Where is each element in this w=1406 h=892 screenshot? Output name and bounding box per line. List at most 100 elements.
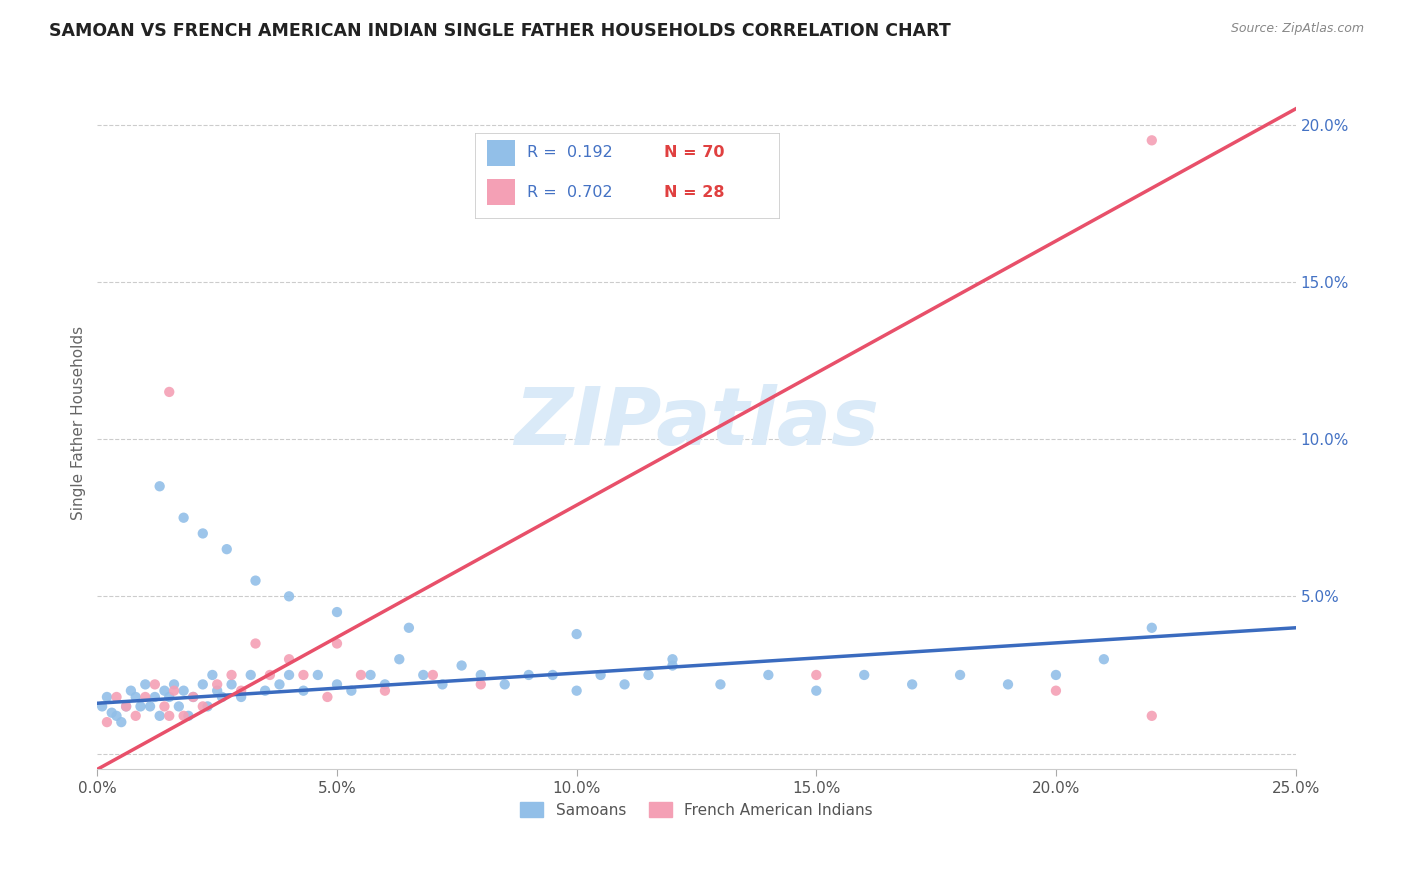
- Point: [125, 690, 148, 704]
- Point: [163, 677, 186, 691]
- Point: [105, 709, 128, 723]
- Point: [221, 677, 243, 691]
- Point: [494, 677, 516, 691]
- Point: [565, 683, 588, 698]
- Point: [326, 605, 349, 619]
- Point: [91, 699, 114, 714]
- Point: [997, 677, 1019, 691]
- Point: [197, 699, 219, 714]
- Point: [278, 668, 301, 682]
- Point: [307, 668, 329, 682]
- Point: [254, 683, 277, 698]
- Point: [181, 690, 204, 704]
- Point: [541, 668, 564, 682]
- Point: [221, 668, 243, 682]
- Point: [115, 699, 138, 714]
- Point: [292, 668, 315, 682]
- Point: [470, 677, 492, 691]
- Point: [1140, 709, 1163, 723]
- Point: [149, 479, 172, 493]
- Point: [231, 683, 253, 698]
- Point: [661, 658, 683, 673]
- Point: [115, 699, 138, 714]
- Point: [1140, 621, 1163, 635]
- Point: [806, 668, 828, 682]
- Point: [589, 668, 612, 682]
- Point: [181, 690, 204, 704]
- Point: [125, 709, 148, 723]
- Y-axis label: Single Father Households: Single Father Households: [72, 326, 86, 520]
- Point: [326, 636, 349, 650]
- Point: [901, 677, 924, 691]
- Point: [412, 668, 434, 682]
- Point: [134, 690, 156, 704]
- Point: [374, 683, 396, 698]
- Point: [1045, 668, 1067, 682]
- Point: [432, 677, 454, 691]
- Point: [231, 690, 253, 704]
- Point: [422, 668, 444, 682]
- Point: [211, 690, 233, 704]
- Point: [450, 658, 472, 673]
- Point: [350, 668, 373, 682]
- Text: Source: ZipAtlas.com: Source: ZipAtlas.com: [1230, 22, 1364, 36]
- Point: [949, 668, 972, 682]
- Point: [110, 715, 132, 730]
- Point: [139, 699, 162, 714]
- Point: [96, 690, 118, 704]
- Point: [129, 699, 152, 714]
- Text: SAMOAN VS FRENCH AMERICAN INDIAN SINGLE FATHER HOUSEHOLDS CORRELATION CHART: SAMOAN VS FRENCH AMERICAN INDIAN SINGLE …: [49, 22, 950, 40]
- Point: [709, 677, 731, 691]
- Point: [153, 699, 176, 714]
- Point: [613, 677, 636, 691]
- Point: [259, 668, 281, 682]
- Point: [143, 677, 166, 691]
- Point: [1092, 652, 1115, 666]
- Point: [340, 683, 363, 698]
- Point: [134, 677, 156, 691]
- Point: [1140, 133, 1163, 147]
- Point: [177, 709, 200, 723]
- Point: [661, 652, 683, 666]
- Point: [205, 677, 228, 691]
- Point: [173, 709, 195, 723]
- Point: [292, 683, 315, 698]
- Point: [1045, 683, 1067, 698]
- Point: [388, 652, 411, 666]
- Point: [149, 709, 172, 723]
- Point: [360, 668, 382, 682]
- Point: [374, 677, 396, 691]
- Point: [637, 668, 659, 682]
- Point: [143, 690, 166, 704]
- Point: [191, 699, 214, 714]
- Point: [163, 683, 186, 698]
- Point: [326, 677, 349, 691]
- Point: [245, 574, 267, 588]
- Point: [806, 683, 828, 698]
- Point: [201, 668, 224, 682]
- Point: [278, 652, 301, 666]
- Point: [245, 636, 267, 650]
- Point: [565, 627, 588, 641]
- Point: [278, 590, 301, 604]
- Point: [153, 683, 176, 698]
- Point: [173, 683, 195, 698]
- Point: [191, 526, 214, 541]
- Point: [167, 699, 190, 714]
- Point: [157, 384, 180, 399]
- Point: [215, 542, 238, 557]
- Point: [120, 683, 142, 698]
- Point: [316, 690, 339, 704]
- Point: [96, 715, 118, 730]
- Point: [173, 510, 195, 524]
- Text: ZIPatlas: ZIPatlas: [515, 384, 879, 462]
- Legend: Samoans, French American Indians: Samoans, French American Indians: [515, 796, 879, 824]
- Point: [470, 668, 492, 682]
- Point: [105, 690, 128, 704]
- Point: [853, 668, 876, 682]
- Point: [269, 677, 291, 691]
- Point: [205, 683, 228, 698]
- Point: [157, 709, 180, 723]
- Point: [100, 706, 122, 720]
- Point: [239, 668, 262, 682]
